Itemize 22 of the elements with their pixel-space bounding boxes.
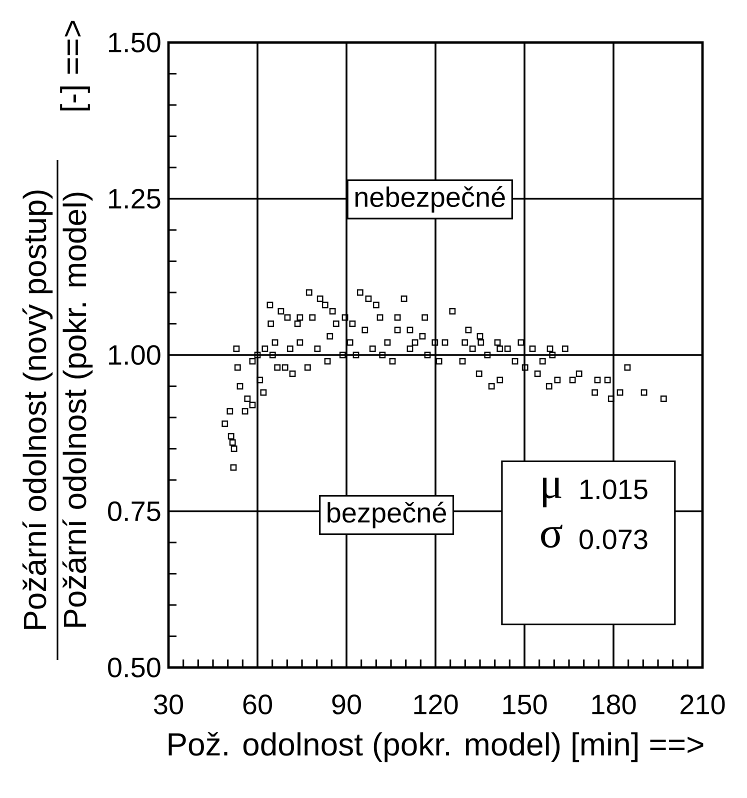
y-tick-label: 0.75 bbox=[108, 501, 160, 522]
x-tick-label: 90 bbox=[332, 694, 361, 714]
x-tick-label: 210 bbox=[680, 694, 725, 714]
y-tick-label: 1.25 bbox=[109, 188, 160, 209]
annotation: μ bbox=[542, 478, 562, 508]
annotation: nebezpečné bbox=[355, 186, 505, 213]
x-tick-label: 60 bbox=[243, 694, 272, 714]
annotation: bezpečné bbox=[328, 502, 446, 528]
y-tick-label: 1.50 bbox=[109, 32, 160, 52]
x-tick-label: 30 bbox=[154, 694, 183, 714]
annotation: 0.073 bbox=[580, 529, 648, 550]
x-tick-label: 180 bbox=[592, 694, 636, 714]
annotation: σ bbox=[541, 524, 562, 548]
text: Požární odolnost (pokr. model) bbox=[62, 192, 93, 627]
text: [-] ==> bbox=[60, 20, 90, 110]
y-tick-label: 1.00 bbox=[109, 345, 160, 365]
x-tick-label: 120 bbox=[414, 694, 458, 714]
y-axis-title: Požární odolnost (nový postup) bbox=[22, 190, 53, 629]
x-tick-label: 150 bbox=[503, 694, 547, 714]
x-axis-title: Pož. odolnost (pokr. model) [min] ==> bbox=[168, 732, 704, 762]
y-tick-label: 0.50 bbox=[108, 658, 160, 678]
annotation: 1.015 bbox=[580, 479, 648, 500]
